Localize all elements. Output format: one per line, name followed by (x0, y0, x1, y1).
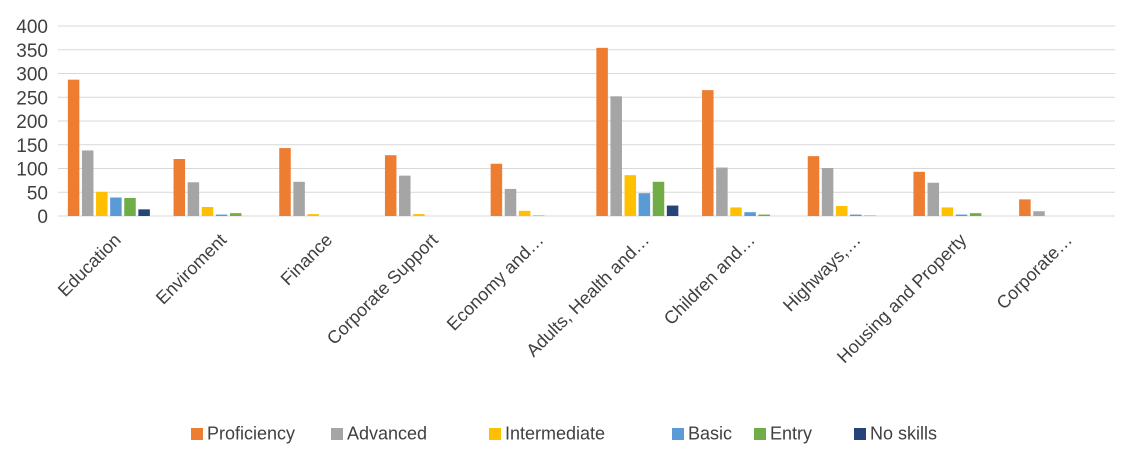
x-category-label: Finance (277, 230, 336, 289)
x-category-label: Children and… (660, 230, 759, 329)
legend-swatch (191, 428, 203, 440)
legend-item: Advanced (331, 424, 427, 444)
legend-label: Basic (688, 424, 732, 444)
x-category-label: Highways,… (779, 230, 865, 316)
bar-no-skills (666, 205, 679, 216)
bar-proficiency (913, 171, 925, 216)
bar-advanced (293, 181, 305, 216)
legend-label: Intermediate (505, 424, 605, 444)
bar-basic (955, 214, 968, 216)
legend-swatch (854, 428, 866, 440)
bar-basic (638, 193, 651, 216)
legend-label: Advanced (347, 424, 427, 444)
bar-intermediate (201, 206, 214, 216)
bar-intermediate (518, 210, 531, 216)
bar-proficiency (384, 155, 397, 216)
bar-intermediate (730, 207, 742, 216)
bar-intermediate (624, 175, 637, 216)
legend-label: Proficiency (207, 424, 295, 444)
bar-proficiency (173, 159, 186, 216)
legend: Proficiency Advanced Intermediate Basic Entr… (191, 424, 937, 444)
y-tick-label: 300 (16, 65, 48, 86)
y-tick-label: 400 (16, 17, 48, 38)
bar-basic (110, 197, 122, 216)
bar-basic (850, 214, 862, 216)
bar-intermediate (413, 214, 425, 216)
legend-swatch (754, 428, 766, 440)
x-category-label: Enviroment (152, 230, 231, 309)
legend-item: No skills (854, 424, 937, 444)
legend-swatch (489, 428, 501, 440)
bar-proficiency (279, 148, 291, 216)
bar-proficiency (490, 163, 503, 216)
bar-advanced (399, 175, 411, 217)
legend-item: Entry (754, 424, 812, 444)
bar-entry (229, 213, 242, 216)
bar-basic (744, 212, 756, 216)
bar-intermediate (941, 207, 954, 216)
y-tick-label: 100 (16, 160, 48, 181)
bar-entry (652, 181, 665, 216)
y-tick-label: 150 (16, 136, 48, 157)
bar-advanced (1033, 211, 1045, 216)
y-tick-label: 250 (16, 88, 48, 109)
y-tick-label: 50 (27, 183, 48, 204)
bar-basic (215, 214, 228, 216)
bar-advanced (187, 182, 200, 216)
y-tick-label: 350 (16, 41, 48, 62)
bar-proficiency (67, 79, 80, 216)
y-tick-label: 200 (16, 112, 48, 133)
bar-advanced (504, 188, 517, 216)
bar-proficiency (596, 47, 608, 216)
legend-swatch (672, 428, 684, 440)
gridlines (58, 25, 1115, 217)
bar-entry (124, 197, 136, 216)
x-category-label: Education (54, 230, 125, 301)
bar-proficiency (1019, 199, 1031, 217)
x-category-label: Corporate… (993, 230, 1076, 313)
bar-intermediate (96, 191, 108, 216)
bar-advanced (81, 150, 94, 216)
bar-advanced (927, 182, 940, 216)
y-tick-label: 0 (37, 207, 48, 228)
legend-item: Intermediate (489, 424, 605, 444)
x-category-label: Corporate Support (323, 230, 442, 349)
bar-advanced (716, 167, 728, 216)
bar-no-skills (138, 209, 150, 216)
legend-swatch (331, 428, 343, 440)
legend-item: Basic (672, 424, 732, 444)
bar-advanced (821, 168, 834, 216)
legend-label: No skills (870, 424, 937, 444)
bar-intermediate (835, 206, 848, 216)
x-category-label: Economy and… (443, 230, 548, 335)
bar-entry (758, 214, 770, 216)
legend-label: Entry (770, 424, 812, 444)
legend-item: Proficiency (191, 424, 295, 444)
bar-advanced (610, 96, 622, 216)
bar-intermediate (307, 214, 319, 216)
bar-proficiency (807, 156, 820, 216)
bar-proficiency (702, 90, 714, 217)
bar-entry (969, 213, 982, 216)
bars (67, 47, 1045, 217)
